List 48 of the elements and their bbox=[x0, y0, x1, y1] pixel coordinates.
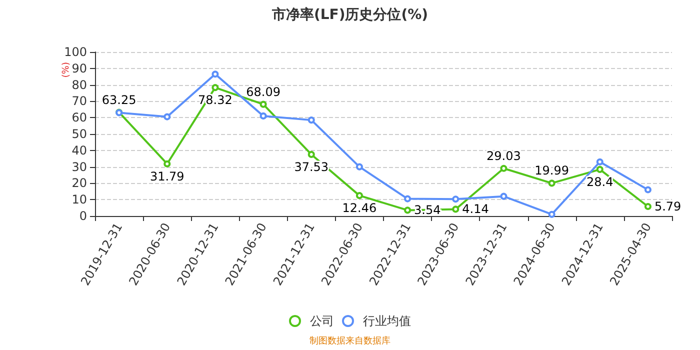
data-label: 5.79 bbox=[654, 200, 682, 214]
y-tick-label: 80 bbox=[72, 78, 87, 92]
point bbox=[164, 113, 171, 120]
point bbox=[308, 116, 315, 124]
point bbox=[644, 186, 652, 194]
data-label: 68.09 bbox=[246, 84, 280, 99]
point bbox=[548, 180, 556, 187]
y-tick-label: 40 bbox=[72, 143, 87, 158]
data-label: 28.4 bbox=[586, 174, 614, 189]
point bbox=[404, 206, 412, 214]
point bbox=[164, 160, 171, 168]
data-label: 31.79 bbox=[150, 169, 184, 184]
point bbox=[212, 70, 219, 78]
chart-title: 市净率(LF)历史分位(%) bbox=[270, 6, 428, 23]
legend-label: 行业均值 bbox=[363, 314, 411, 328]
y-tick-label: 100 bbox=[64, 45, 87, 59]
data-label: 29.03 bbox=[486, 148, 521, 163]
point bbox=[548, 210, 556, 218]
point bbox=[404, 195, 412, 202]
point bbox=[356, 192, 363, 200]
point bbox=[260, 112, 267, 120]
y-tick-label: 70 bbox=[72, 94, 87, 108]
y-tick-label: 30 bbox=[72, 160, 87, 174]
data-label: 37.53 bbox=[294, 160, 329, 174]
point bbox=[212, 84, 219, 92]
data-label: 63.25 bbox=[102, 92, 136, 107]
point bbox=[452, 196, 460, 203]
point bbox=[596, 166, 604, 173]
point bbox=[308, 150, 315, 158]
y-tick-label: 0 bbox=[79, 209, 87, 223]
point bbox=[452, 206, 460, 213]
y-tick-label: 20 bbox=[72, 176, 87, 190]
y-axis-title: (%) bbox=[62, 62, 72, 78]
data-label: 12.46 bbox=[342, 201, 377, 216]
point bbox=[260, 100, 267, 108]
y-tick-label: 50 bbox=[72, 127, 87, 141]
text: 制图数据来自数据库 bbox=[310, 336, 390, 346]
point bbox=[596, 158, 604, 166]
y-tick-label: 60 bbox=[72, 110, 87, 125]
y-tick-label: 90 bbox=[72, 61, 87, 76]
data-label: 19.99 bbox=[534, 164, 569, 178]
point bbox=[500, 164, 508, 172]
y-tick-label: 10 bbox=[72, 192, 87, 207]
point bbox=[356, 163, 363, 170]
point bbox=[644, 203, 652, 210]
data-label: 4.14 bbox=[462, 202, 489, 216]
legend-label: 公司 bbox=[310, 314, 334, 328]
point bbox=[500, 192, 508, 200]
